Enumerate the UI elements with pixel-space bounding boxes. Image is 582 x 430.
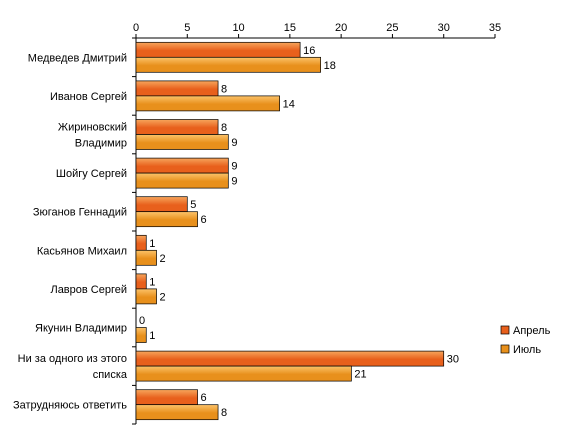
category-label: Касьянов Михаил bbox=[37, 245, 127, 257]
data-label: 18 bbox=[324, 60, 336, 72]
x-tick-label: 35 bbox=[489, 22, 501, 34]
bar-april bbox=[135, 157, 229, 174]
bar-april bbox=[135, 389, 198, 406]
x-tick-label: 0 bbox=[133, 22, 139, 34]
data-label: 21 bbox=[354, 369, 366, 381]
data-label: 9 bbox=[231, 176, 237, 188]
bar-april bbox=[135, 196, 188, 213]
legend-swatch bbox=[500, 325, 510, 335]
category-label: Якунин Владимир bbox=[35, 323, 127, 335]
category-label-line: Шойгу Сергей bbox=[56, 168, 127, 180]
data-label: 2 bbox=[160, 253, 166, 265]
x-tick-label: 10 bbox=[232, 22, 244, 34]
category-label-line: Затрудняюсь ответить bbox=[13, 400, 127, 412]
bar-july bbox=[135, 172, 229, 189]
bar-july bbox=[135, 56, 321, 73]
x-tick-label: 30 bbox=[438, 22, 450, 34]
bar-july bbox=[135, 288, 157, 305]
category-label-line: Иванов Сергей bbox=[50, 91, 127, 103]
category-label: Зюганов Геннадий bbox=[33, 207, 127, 219]
category-label: Шойгу Сергей bbox=[56, 168, 127, 180]
x-tick-label: 5 bbox=[184, 22, 190, 34]
data-label: 1 bbox=[149, 238, 155, 250]
bar-july bbox=[135, 249, 157, 266]
data-label: 16 bbox=[303, 45, 315, 57]
data-label: 30 bbox=[447, 354, 459, 366]
category-label-line: списка bbox=[93, 369, 128, 381]
bar-april bbox=[135, 350, 445, 367]
data-label: 0 bbox=[139, 315, 145, 327]
category-label: Медведев Дмитрий bbox=[28, 52, 127, 64]
category-label: Ни за одного из этого списка bbox=[18, 353, 128, 381]
data-label: 9 bbox=[231, 161, 237, 173]
bar-july bbox=[135, 211, 198, 228]
legend-label: Апрель bbox=[513, 325, 551, 337]
category-label: Жириновский Владимир bbox=[58, 122, 127, 150]
data-label: 6 bbox=[201, 392, 207, 404]
category-label-line: Якунин Владимир bbox=[35, 323, 127, 335]
category-label-line: Жириновский bbox=[58, 122, 127, 134]
bar-july bbox=[135, 365, 352, 382]
category-label-line: Зюганов Геннадий bbox=[33, 207, 127, 219]
legend: Апрель Июль bbox=[500, 325, 551, 356]
data-label: 14 bbox=[283, 98, 295, 110]
legend-swatch bbox=[500, 344, 510, 354]
bar-july bbox=[135, 327, 147, 343]
bar-april bbox=[135, 273, 147, 290]
legend-label: Июль bbox=[513, 344, 541, 356]
data-label: 9 bbox=[231, 137, 237, 149]
category-label: Иванов Сергей bbox=[50, 91, 127, 103]
bar-april bbox=[135, 234, 147, 251]
x-tick-label: 25 bbox=[386, 22, 398, 34]
bar-july bbox=[135, 134, 229, 150]
x-tick-label: 15 bbox=[284, 22, 296, 34]
data-label: 8 bbox=[221, 407, 227, 419]
data-label: 6 bbox=[201, 214, 207, 226]
data-label: 8 bbox=[221, 122, 227, 134]
data-label: 2 bbox=[160, 291, 166, 303]
bars bbox=[135, 41, 445, 421]
category-label-line: Ни за одного из этого bbox=[18, 353, 127, 365]
bar-april bbox=[135, 41, 301, 58]
category-label-line: Касьянов Михаил bbox=[37, 245, 127, 257]
data-label: 1 bbox=[149, 330, 155, 342]
bar-april bbox=[135, 119, 219, 135]
bar-july bbox=[135, 404, 219, 421]
data-label: 5 bbox=[190, 199, 196, 211]
data-label: 1 bbox=[149, 276, 155, 288]
x-tick-label: 20 bbox=[335, 22, 347, 34]
category-label: Лавров Сергей bbox=[50, 284, 127, 296]
category-label-line: Лавров Сергей bbox=[50, 284, 127, 296]
category-label: Затрудняюсь ответить bbox=[13, 400, 127, 412]
bar-july bbox=[135, 95, 280, 112]
category-label-line: Медведев Дмитрий bbox=[28, 52, 127, 64]
category-label-line: Владимир bbox=[75, 138, 127, 150]
data-label: 8 bbox=[221, 83, 227, 95]
bar-april bbox=[135, 80, 219, 97]
